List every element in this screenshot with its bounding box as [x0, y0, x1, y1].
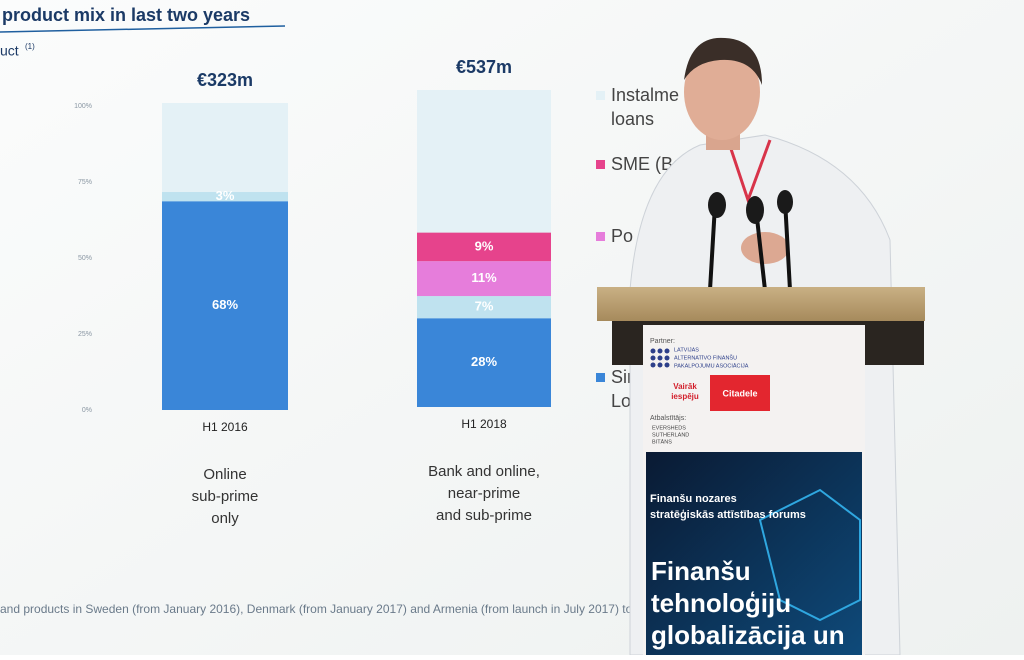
bank-name: Citadele	[722, 388, 757, 398]
legend-swatch	[596, 373, 605, 382]
y-tick-label: 75%	[78, 179, 92, 186]
law-firm: EVERSHEDS	[652, 425, 686, 431]
category-label: H1 2018	[461, 417, 507, 431]
forum-name: Finanšu nozares	[650, 493, 737, 505]
legend-swatch	[596, 232, 605, 241]
y-tick-label: 0%	[82, 407, 92, 414]
slogan: iespēju	[671, 392, 699, 401]
legend-label: SME (Ba	[611, 154, 684, 174]
bar-description: Online	[203, 466, 246, 483]
association-logo	[650, 348, 670, 368]
supporter-label: Atbalstītājs:	[650, 415, 686, 422]
forum-name: stratēģiskās attīstības forums	[650, 508, 806, 521]
segment-label: 9%	[475, 238, 494, 253]
bar-description: Bank and online,	[428, 463, 540, 480]
bar-description: sub-prime	[192, 488, 259, 505]
bar-segment	[417, 232, 551, 262]
bar-description: near-prime	[448, 485, 521, 502]
lanyard	[726, 139, 772, 205]
headline: globalizācija un	[651, 620, 845, 650]
hair	[684, 37, 762, 85]
bar-description: only	[211, 510, 239, 527]
podium	[597, 287, 925, 655]
slide-title: product mix in last two years	[2, 5, 250, 25]
slogan: Vairāk	[673, 382, 697, 391]
segment-label: 68%	[212, 297, 238, 312]
y-tick-label: 50%	[78, 255, 92, 262]
bar-segment	[417, 261, 551, 297]
legend-swatch	[596, 91, 605, 100]
slide-subtitle: uct	[0, 43, 19, 59]
y-tick-label: 25%	[78, 331, 92, 338]
association-name: ALTERNATĪVO FINANŠU	[674, 354, 737, 361]
legend-label: Instalme	[611, 85, 679, 105]
banner-lower	[646, 452, 862, 655]
subtitle-note: (1)	[25, 42, 35, 51]
y-tick-label: 100%	[74, 103, 92, 110]
hexagon	[758, 488, 861, 622]
podium-top	[597, 287, 925, 321]
segment-label: 11%	[471, 270, 497, 285]
bar-segment	[417, 296, 551, 319]
footnote: and products in Sweden (from January 201…	[0, 602, 633, 616]
law-firm: BITĀNS	[652, 438, 672, 445]
title-rule	[0, 25, 286, 33]
headline: Finanšu	[651, 556, 751, 586]
mic	[777, 190, 793, 214]
bar-total: €323m	[197, 70, 253, 90]
bar-segment	[162, 201, 288, 410]
partner-label: Partner:	[650, 338, 675, 345]
association-name: PAKALPOJUMU ASOCIĀCIJA	[674, 362, 749, 369]
headline: tehnoloģiju	[651, 588, 791, 618]
law-firm: SUTHERLAND	[652, 432, 689, 438]
legend-swatch	[596, 160, 605, 169]
legend-label: Po	[611, 226, 633, 246]
segment-label: 3%	[216, 188, 235, 203]
citadele-logo	[710, 375, 770, 411]
association-name: LATVIJAS	[674, 347, 699, 353]
bar-segment	[162, 192, 288, 202]
mic	[746, 196, 764, 224]
bar-description: and sub-prime	[436, 507, 532, 524]
segment-label: 28%	[471, 354, 497, 369]
bar-total: €537m	[456, 57, 512, 77]
mic	[708, 192, 726, 218]
face	[684, 44, 760, 140]
category-label: H1 2016	[202, 420, 248, 434]
bar-segment	[417, 318, 551, 407]
segment-label: 7%	[475, 299, 494, 314]
hand	[741, 232, 789, 264]
legend-label: loans	[611, 109, 654, 129]
